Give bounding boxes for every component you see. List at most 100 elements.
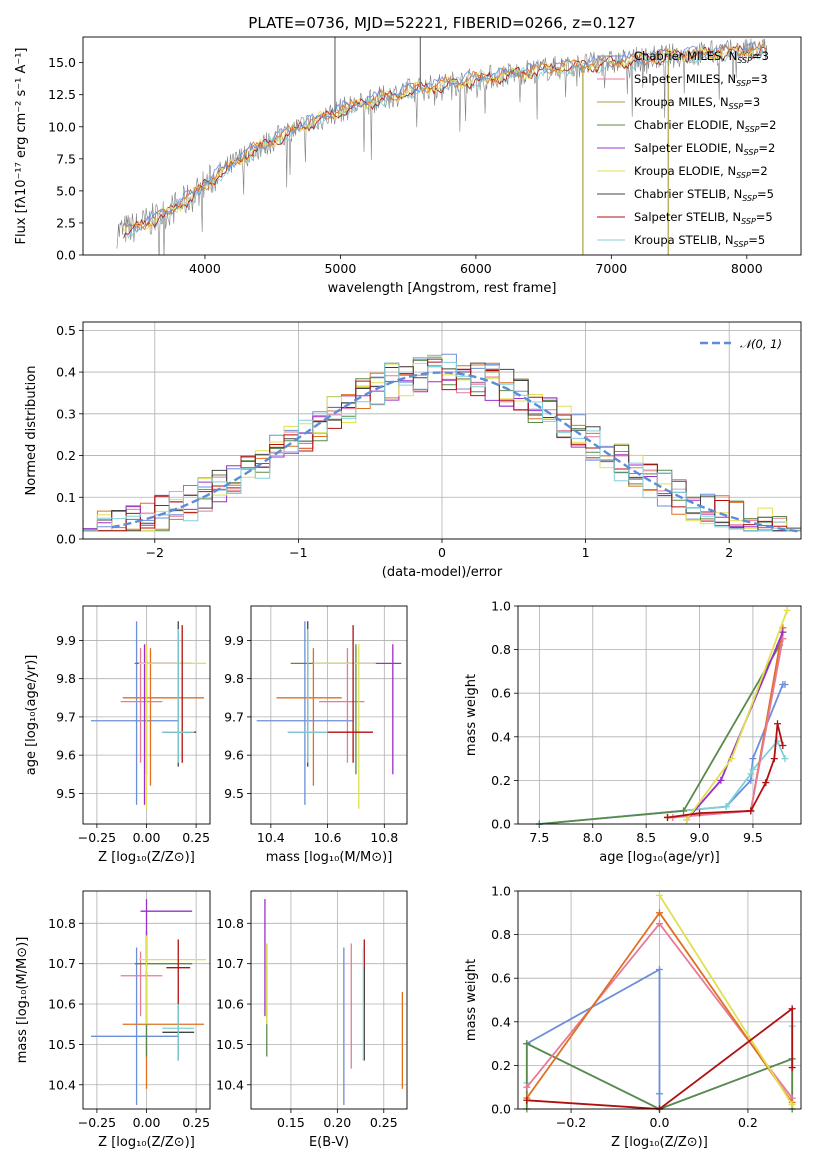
axes-frame bbox=[82, 36, 802, 256]
x-tick-label: 9.5 bbox=[743, 830, 763, 845]
x-tick-label: −0.2 bbox=[556, 1115, 586, 1130]
y-axis-label: mass weight bbox=[464, 674, 479, 756]
mass-weight-marker bbox=[747, 807, 755, 815]
mass-weight-marker bbox=[749, 766, 757, 773]
y-tick-label: 0.1 bbox=[56, 490, 76, 505]
y-tick-label: 9.5 bbox=[56, 786, 76, 801]
x-tick-label: 8.0 bbox=[583, 830, 603, 845]
mass-weight-line bbox=[685, 610, 788, 821]
x-tick-label: 0.00 bbox=[133, 1115, 161, 1130]
mass-weight-marker bbox=[781, 680, 789, 688]
y-tick-label: 0.8 bbox=[491, 927, 511, 942]
mass-weight-marker bbox=[762, 779, 770, 787]
spectrum-lines bbox=[116, 37, 768, 255]
x-tick-label: 5000 bbox=[324, 261, 356, 276]
x-tick-label: 8.5 bbox=[636, 830, 656, 845]
y-tick-label: 9.7 bbox=[224, 709, 244, 724]
mass-weight-marker bbox=[696, 809, 704, 817]
y-tick-label: 0.2 bbox=[491, 773, 511, 788]
y-tick-label: 15.0 bbox=[48, 55, 76, 70]
mass-weight-marker bbox=[656, 1090, 663, 1098]
x-axis-label: Z [log₁₀(Z/Z⊙)] bbox=[98, 1135, 195, 1150]
y-tick-label: 0.6 bbox=[491, 686, 511, 701]
y-tick-label: 10.7 bbox=[216, 956, 244, 971]
legend-label: Salpeter STELIB, NSSP=5 bbox=[634, 210, 773, 226]
mass-weight-marker bbox=[523, 1096, 531, 1104]
mass-weight-marker bbox=[770, 755, 778, 763]
axes-frame bbox=[250, 605, 408, 825]
legend-label: Kroupa STELIB, NSSP=5 bbox=[634, 233, 765, 249]
mass-weight-marker bbox=[788, 1101, 796, 1109]
mass-weight-marker bbox=[664, 813, 672, 821]
x-tick-label: 0.25 bbox=[182, 1115, 210, 1130]
x-tick-label: 0.00 bbox=[133, 830, 161, 845]
y-tick-label: 1.0 bbox=[491, 884, 511, 899]
legend-label: Kroupa MILES, NSSP=3 bbox=[634, 95, 760, 111]
y-tick-label: 10.4 bbox=[48, 1077, 76, 1092]
mass-weight-marker bbox=[749, 755, 757, 763]
y-tick-label: 0.2 bbox=[56, 448, 76, 463]
age-vs-Z-panel: −0.25 0.00 0.25 9.5 9.6 9.7 9.8 9.9 Z [log₁₀(Z/Z… bbox=[24, 605, 211, 865]
y-tick-label: 9.5 bbox=[224, 786, 244, 801]
x-tick-label: 0 bbox=[438, 545, 446, 560]
y-axis-label: age [log₁₀(age/yr)] bbox=[24, 655, 39, 776]
mass-weight-line bbox=[526, 1006, 794, 1110]
mass-weight-line bbox=[526, 967, 661, 1109]
y-axis-label: Normed distribution bbox=[24, 366, 39, 496]
mass-weight-marker bbox=[788, 1005, 796, 1013]
x-tick-label: 1 bbox=[582, 545, 590, 560]
mass-weight-marker bbox=[656, 920, 663, 928]
x-tick-label: 0.0 bbox=[650, 1115, 670, 1130]
mass-weight-line bbox=[658, 894, 793, 1106]
mass-weight-marker bbox=[656, 891, 663, 899]
mass-weight-marker bbox=[747, 770, 755, 778]
mass-vs-Z-panel: −0.25 0.00 0.25 10.4 10.5 10.6 10.7 10.8 Z [log₁… bbox=[15, 890, 211, 1150]
y-tick-label: 9.6 bbox=[224, 748, 244, 763]
y-tick-label: 0.0 bbox=[56, 248, 76, 263]
mass-weight-marker bbox=[523, 1083, 531, 1091]
mass-weight-marker bbox=[656, 909, 663, 917]
histograms bbox=[83, 353, 801, 533]
y-tick-label: 12.5 bbox=[48, 87, 76, 102]
y-tick-label: 10.8 bbox=[216, 916, 244, 931]
mass-weight-marker bbox=[680, 807, 688, 815]
errorbars bbox=[90, 621, 207, 809]
legend-label: Kroupa ELODIE, NSSP=2 bbox=[634, 164, 768, 180]
errorbars bbox=[90, 899, 207, 1105]
x-axis-label: wavelength [Angstrom, rest frame] bbox=[328, 281, 557, 296]
x-axis-label: Z [log₁₀(Z/Z⊙)] bbox=[611, 1135, 708, 1150]
legend-label: 𝒩(0, 1) bbox=[740, 337, 782, 351]
y-tick-label: 0.0 bbox=[491, 817, 511, 832]
weight-lines bbox=[535, 606, 791, 828]
x-tick-label: 0.25 bbox=[182, 830, 210, 845]
x-tick-label: 10.4 bbox=[257, 830, 285, 845]
y-axis-label: mass [log₁₀(M/M⊙)] bbox=[15, 937, 30, 1064]
mass-weight-vs-age-panel: 7.5 8.0 8.5 9.0 9.5 0.0 0.2 0.4 0.6 0.8 1.0 age [lo… bbox=[464, 599, 802, 865]
y-tick-label: 9.6 bbox=[56, 748, 76, 763]
mass-weight-marker bbox=[781, 755, 789, 763]
x-axis-label: Z [log₁₀(Z/Z⊙)] bbox=[98, 850, 195, 865]
mass-weight-line bbox=[667, 627, 784, 819]
x-tick-label: 8000 bbox=[731, 261, 763, 276]
axes-frame bbox=[517, 605, 802, 825]
y-tick-label: 0.3 bbox=[56, 406, 76, 421]
weight-lines bbox=[523, 891, 796, 1113]
y-tick-label: 10.6 bbox=[216, 997, 244, 1012]
x-axis-label: mass [log₁₀(M/M⊙)] bbox=[266, 850, 393, 865]
legend-label: Chabrier ELODIE, NSSP=2 bbox=[634, 118, 776, 134]
mass-weight-marker bbox=[788, 1064, 796, 1072]
y-tick-label: 0.5 bbox=[56, 323, 76, 338]
y-tick-label: 0.0 bbox=[56, 532, 76, 547]
x-tick-label: 6000 bbox=[460, 261, 492, 276]
y-tick-label: 0.4 bbox=[56, 365, 76, 380]
y-tick-label: 9.8 bbox=[56, 671, 76, 686]
y-tick-label: 9.8 bbox=[224, 671, 244, 686]
residuals-panel: −2 −1 0 1 2 0.0 0.1 0.2 0.3 0.4 0.5 (data-model)/er… bbox=[24, 321, 802, 580]
x-tick-label: 0.2 bbox=[738, 1115, 758, 1130]
chart-title: PLATE=0736, MJD=52221, FIBERID=0266, z=0… bbox=[248, 14, 635, 32]
y-tick-label: 10.7 bbox=[48, 956, 76, 971]
x-axis-label: age [log₁₀(age/yr)] bbox=[599, 850, 720, 865]
y-tick-label: 10.4 bbox=[216, 1077, 244, 1092]
mass-weight-marker bbox=[779, 628, 787, 636]
